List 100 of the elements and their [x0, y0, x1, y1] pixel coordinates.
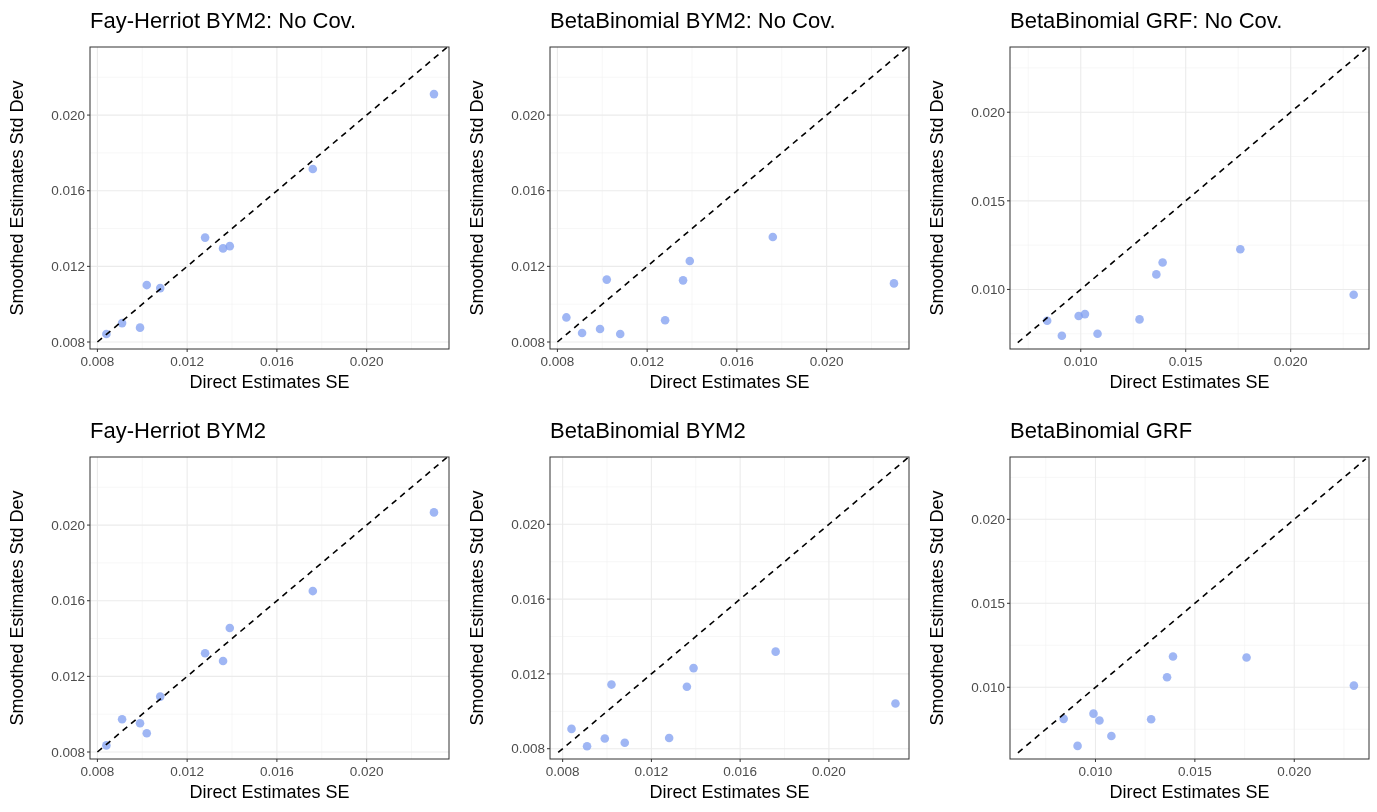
y-axis-title: Smoothed Estimates Std Dev [467, 80, 487, 316]
x-axis-title: Direct Estimates SE [1109, 372, 1270, 392]
point [308, 586, 318, 596]
x-tick-label: 0.015 [1177, 764, 1212, 779]
y-tick-label: 0.008 [511, 334, 545, 350]
point [1095, 716, 1104, 725]
point [142, 280, 152, 290]
point [889, 279, 899, 288]
point [1057, 331, 1067, 341]
x-tick-label: 0.016 [720, 354, 754, 369]
point [689, 663, 698, 673]
y-tick-label: 0.020 [971, 512, 1005, 528]
point [600, 734, 610, 743]
point [664, 733, 674, 743]
point [200, 648, 210, 658]
point [660, 315, 670, 325]
x-tick-label: 0.008 [540, 354, 575, 369]
point [1349, 681, 1359, 690]
x-axis-title: Direct Estimates SE [1109, 782, 1270, 802]
point [771, 647, 780, 656]
point [1162, 672, 1172, 682]
point [218, 656, 228, 666]
y-tick-label: 0.008 [511, 741, 545, 757]
x-tick-label: 0.015 [1168, 354, 1203, 369]
x-tick-label: 0.016 [723, 764, 758, 779]
x-tick-label: 0.008 [80, 354, 115, 369]
x-tick-label: 0.010 [1063, 354, 1098, 369]
y-axis-title: Smoothed Estimates Std Dev [927, 80, 947, 316]
y-tick-label: 0.010 [971, 282, 1005, 298]
x-tick-label: 0.020 [809, 354, 844, 369]
y-tick-label: 0.016 [511, 591, 545, 607]
y-tick-label: 0.020 [511, 107, 545, 123]
point [1093, 329, 1102, 339]
point [135, 323, 145, 332]
point [685, 256, 695, 266]
point [1158, 258, 1167, 267]
point [429, 89, 439, 99]
point [218, 244, 228, 253]
x-tick-label: 0.020 [349, 764, 384, 779]
y-tick-label: 0.020 [51, 107, 85, 123]
point [225, 623, 235, 633]
chart-title: BetaBinomial BYM2 [550, 418, 746, 443]
point [200, 233, 210, 242]
y-tick-label: 0.010 [971, 680, 1005, 695]
point [595, 324, 605, 334]
x-tick-label: 0.020 [349, 354, 384, 369]
point [768, 232, 778, 242]
point [1135, 315, 1144, 324]
x-tick-label: 0.020 [812, 764, 846, 779]
x-tick-label: 0.012 [634, 764, 669, 779]
chart-title: BetaBinomial BYM2: No Cov. [550, 8, 836, 33]
y-axis-title: Smoothed Estimates Std Dev [7, 490, 27, 726]
x-tick-label: 0.020 [1277, 764, 1312, 779]
y-tick-label: 0.020 [51, 517, 85, 533]
y-tick-label: 0.012 [51, 259, 85, 275]
x-tick-label: 0.010 [1078, 764, 1113, 779]
x-tick-label: 0.008 [80, 764, 115, 779]
x-axis-title: Direct Estimates SE [649, 782, 810, 802]
chart-title: BetaBinomial GRF [1010, 418, 1193, 443]
y-axis-title: Smoothed Estimates Std Dev [467, 490, 487, 726]
y-tick-label: 0.016 [511, 183, 545, 199]
y-axis-title: Smoothed Estimates Std Dev [927, 490, 947, 726]
chart-title: Fay-Herriot BYM2 [90, 418, 267, 443]
point [1152, 270, 1161, 279]
x-axis-title: Direct Estimates SE [189, 782, 350, 802]
point [1146, 714, 1156, 724]
y-axis-title: Smoothed Estimates Std Dev [7, 80, 27, 316]
x-tick-label: 0.016 [260, 354, 294, 369]
point [602, 275, 612, 284]
point [682, 682, 692, 692]
point [308, 164, 318, 174]
point [117, 714, 127, 724]
point [678, 276, 688, 285]
x-tick-label: 0.012 [170, 764, 205, 779]
y-tick-label: 0.008 [51, 744, 85, 760]
point [225, 241, 235, 251]
x-tick-label: 0.012 [630, 354, 665, 369]
point [1349, 290, 1358, 300]
point [1236, 244, 1245, 254]
point [891, 699, 900, 708]
point [1089, 709, 1098, 718]
y-tick-label: 0.016 [51, 593, 85, 609]
y-tick-label: 0.020 [971, 104, 1005, 120]
point [1242, 653, 1251, 662]
x-axis-title: Direct Estimates SE [189, 372, 350, 392]
x-axis-title: Direct Estimates SE [649, 372, 810, 392]
y-tick-label: 0.008 [51, 334, 85, 350]
y-tick-label: 0.016 [51, 183, 85, 199]
y-tick-label: 0.015 [971, 193, 1005, 209]
point [620, 738, 630, 748]
y-tick-label: 0.020 [511, 517, 545, 533]
x-tick-label: 0.016 [260, 764, 294, 779]
point [1073, 741, 1082, 751]
point [562, 313, 571, 322]
chart-title: Fay-Herriot BYM2: No Cov. [90, 8, 357, 33]
point [1168, 652, 1178, 661]
point [1080, 309, 1090, 319]
point [1107, 731, 1116, 741]
x-tick-label: 0.012 [170, 354, 205, 369]
y-tick-label: 0.012 [51, 669, 85, 685]
